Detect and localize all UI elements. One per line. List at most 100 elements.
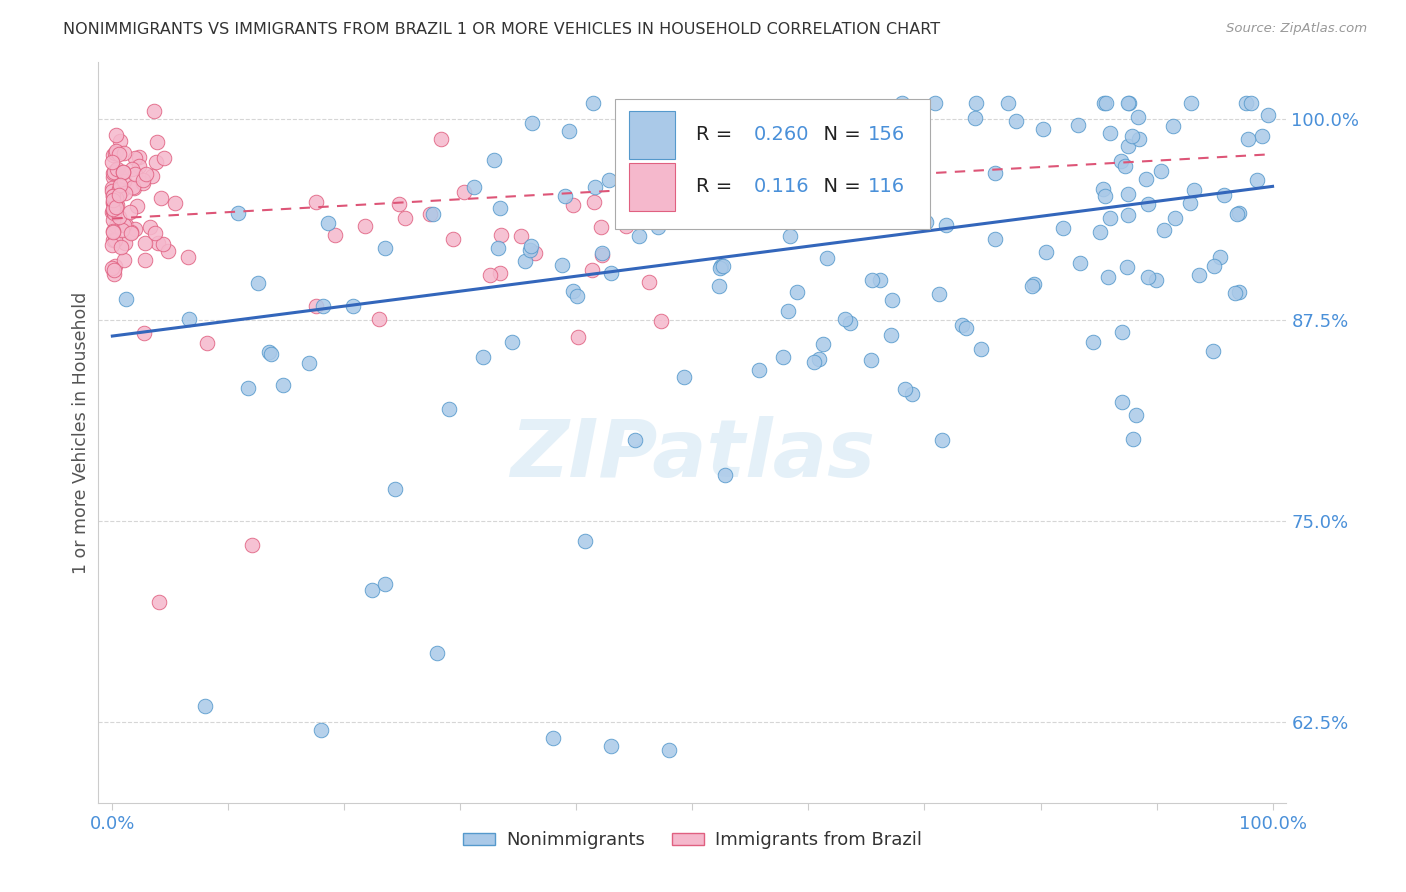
Point — [430, 132, 453, 146]
Point — [1088, 225, 1111, 239]
Point — [524, 245, 547, 260]
Point — [1097, 270, 1119, 285]
Point — [924, 95, 946, 110]
Text: R =: R = — [696, 126, 738, 145]
Point — [1137, 197, 1160, 211]
Point — [118, 205, 141, 219]
Point — [426, 646, 449, 660]
Point — [489, 201, 512, 215]
Point — [620, 203, 643, 218]
Point — [1066, 118, 1088, 132]
Point — [1092, 95, 1115, 110]
Point — [112, 218, 135, 232]
Point — [143, 103, 166, 118]
Bar — [630, 162, 675, 211]
Point — [828, 177, 851, 191]
Point — [614, 219, 637, 233]
Point — [374, 577, 396, 591]
Point — [786, 285, 808, 299]
Point — [779, 228, 801, 243]
Point — [101, 155, 124, 169]
Point — [111, 183, 134, 197]
Point — [488, 241, 510, 255]
Point — [105, 219, 128, 233]
Point — [125, 199, 148, 213]
Point — [471, 351, 494, 365]
Point — [1226, 207, 1249, 221]
Point — [650, 313, 672, 327]
Point — [104, 144, 127, 158]
Point — [139, 219, 162, 234]
Point — [1257, 108, 1279, 122]
Point — [111, 165, 134, 179]
Point — [562, 285, 585, 299]
Point — [419, 206, 441, 220]
Point — [803, 355, 825, 369]
Point — [710, 259, 733, 273]
Point — [1240, 95, 1263, 110]
Point — [1122, 432, 1144, 446]
Point — [104, 145, 127, 160]
Point — [134, 252, 156, 267]
Point — [374, 241, 396, 255]
Point — [581, 262, 603, 277]
Point — [1121, 128, 1143, 143]
Point — [114, 235, 136, 250]
Point — [984, 166, 1007, 180]
Text: Source: ZipAtlas.com: Source: ZipAtlas.com — [1226, 22, 1367, 36]
Point — [1144, 273, 1167, 287]
Point — [148, 594, 170, 608]
Point — [105, 128, 128, 142]
Point — [128, 159, 150, 173]
Point — [101, 148, 124, 162]
Point — [1116, 260, 1139, 274]
Point — [149, 191, 172, 205]
Point — [778, 304, 800, 318]
Point — [965, 111, 987, 125]
Point — [103, 166, 125, 180]
Point — [827, 118, 849, 132]
Point — [141, 169, 163, 183]
Point — [260, 347, 283, 361]
Point — [1164, 211, 1187, 226]
Point — [1081, 335, 1104, 350]
Point — [441, 232, 464, 246]
Point — [1234, 95, 1257, 110]
Point — [177, 250, 200, 264]
Point — [163, 196, 186, 211]
Point — [271, 377, 294, 392]
Point — [104, 233, 127, 247]
Point — [104, 162, 127, 177]
Point — [194, 699, 217, 714]
Point — [1004, 114, 1026, 128]
Point — [683, 186, 706, 201]
Point — [834, 312, 856, 326]
Point — [894, 382, 917, 396]
Point — [103, 193, 125, 207]
Point — [1209, 251, 1232, 265]
Point — [131, 173, 153, 187]
Point — [128, 150, 150, 164]
Point — [1223, 286, 1246, 301]
Point — [103, 225, 125, 239]
Point — [489, 266, 512, 280]
Point — [1182, 183, 1205, 197]
Point — [101, 205, 124, 219]
Point — [915, 215, 938, 229]
Bar — [630, 111, 675, 159]
Point — [240, 538, 263, 552]
Point — [1022, 277, 1045, 291]
Point — [108, 146, 131, 161]
Point — [108, 187, 131, 202]
Point — [1202, 343, 1225, 358]
Point — [112, 253, 135, 268]
Point — [815, 251, 838, 265]
Point — [501, 335, 523, 350]
Point — [101, 181, 124, 195]
Text: N =: N = — [811, 126, 868, 145]
Point — [121, 162, 143, 177]
Point — [567, 330, 589, 344]
Point — [112, 145, 135, 160]
Point — [195, 336, 218, 351]
Point — [1236, 131, 1258, 145]
